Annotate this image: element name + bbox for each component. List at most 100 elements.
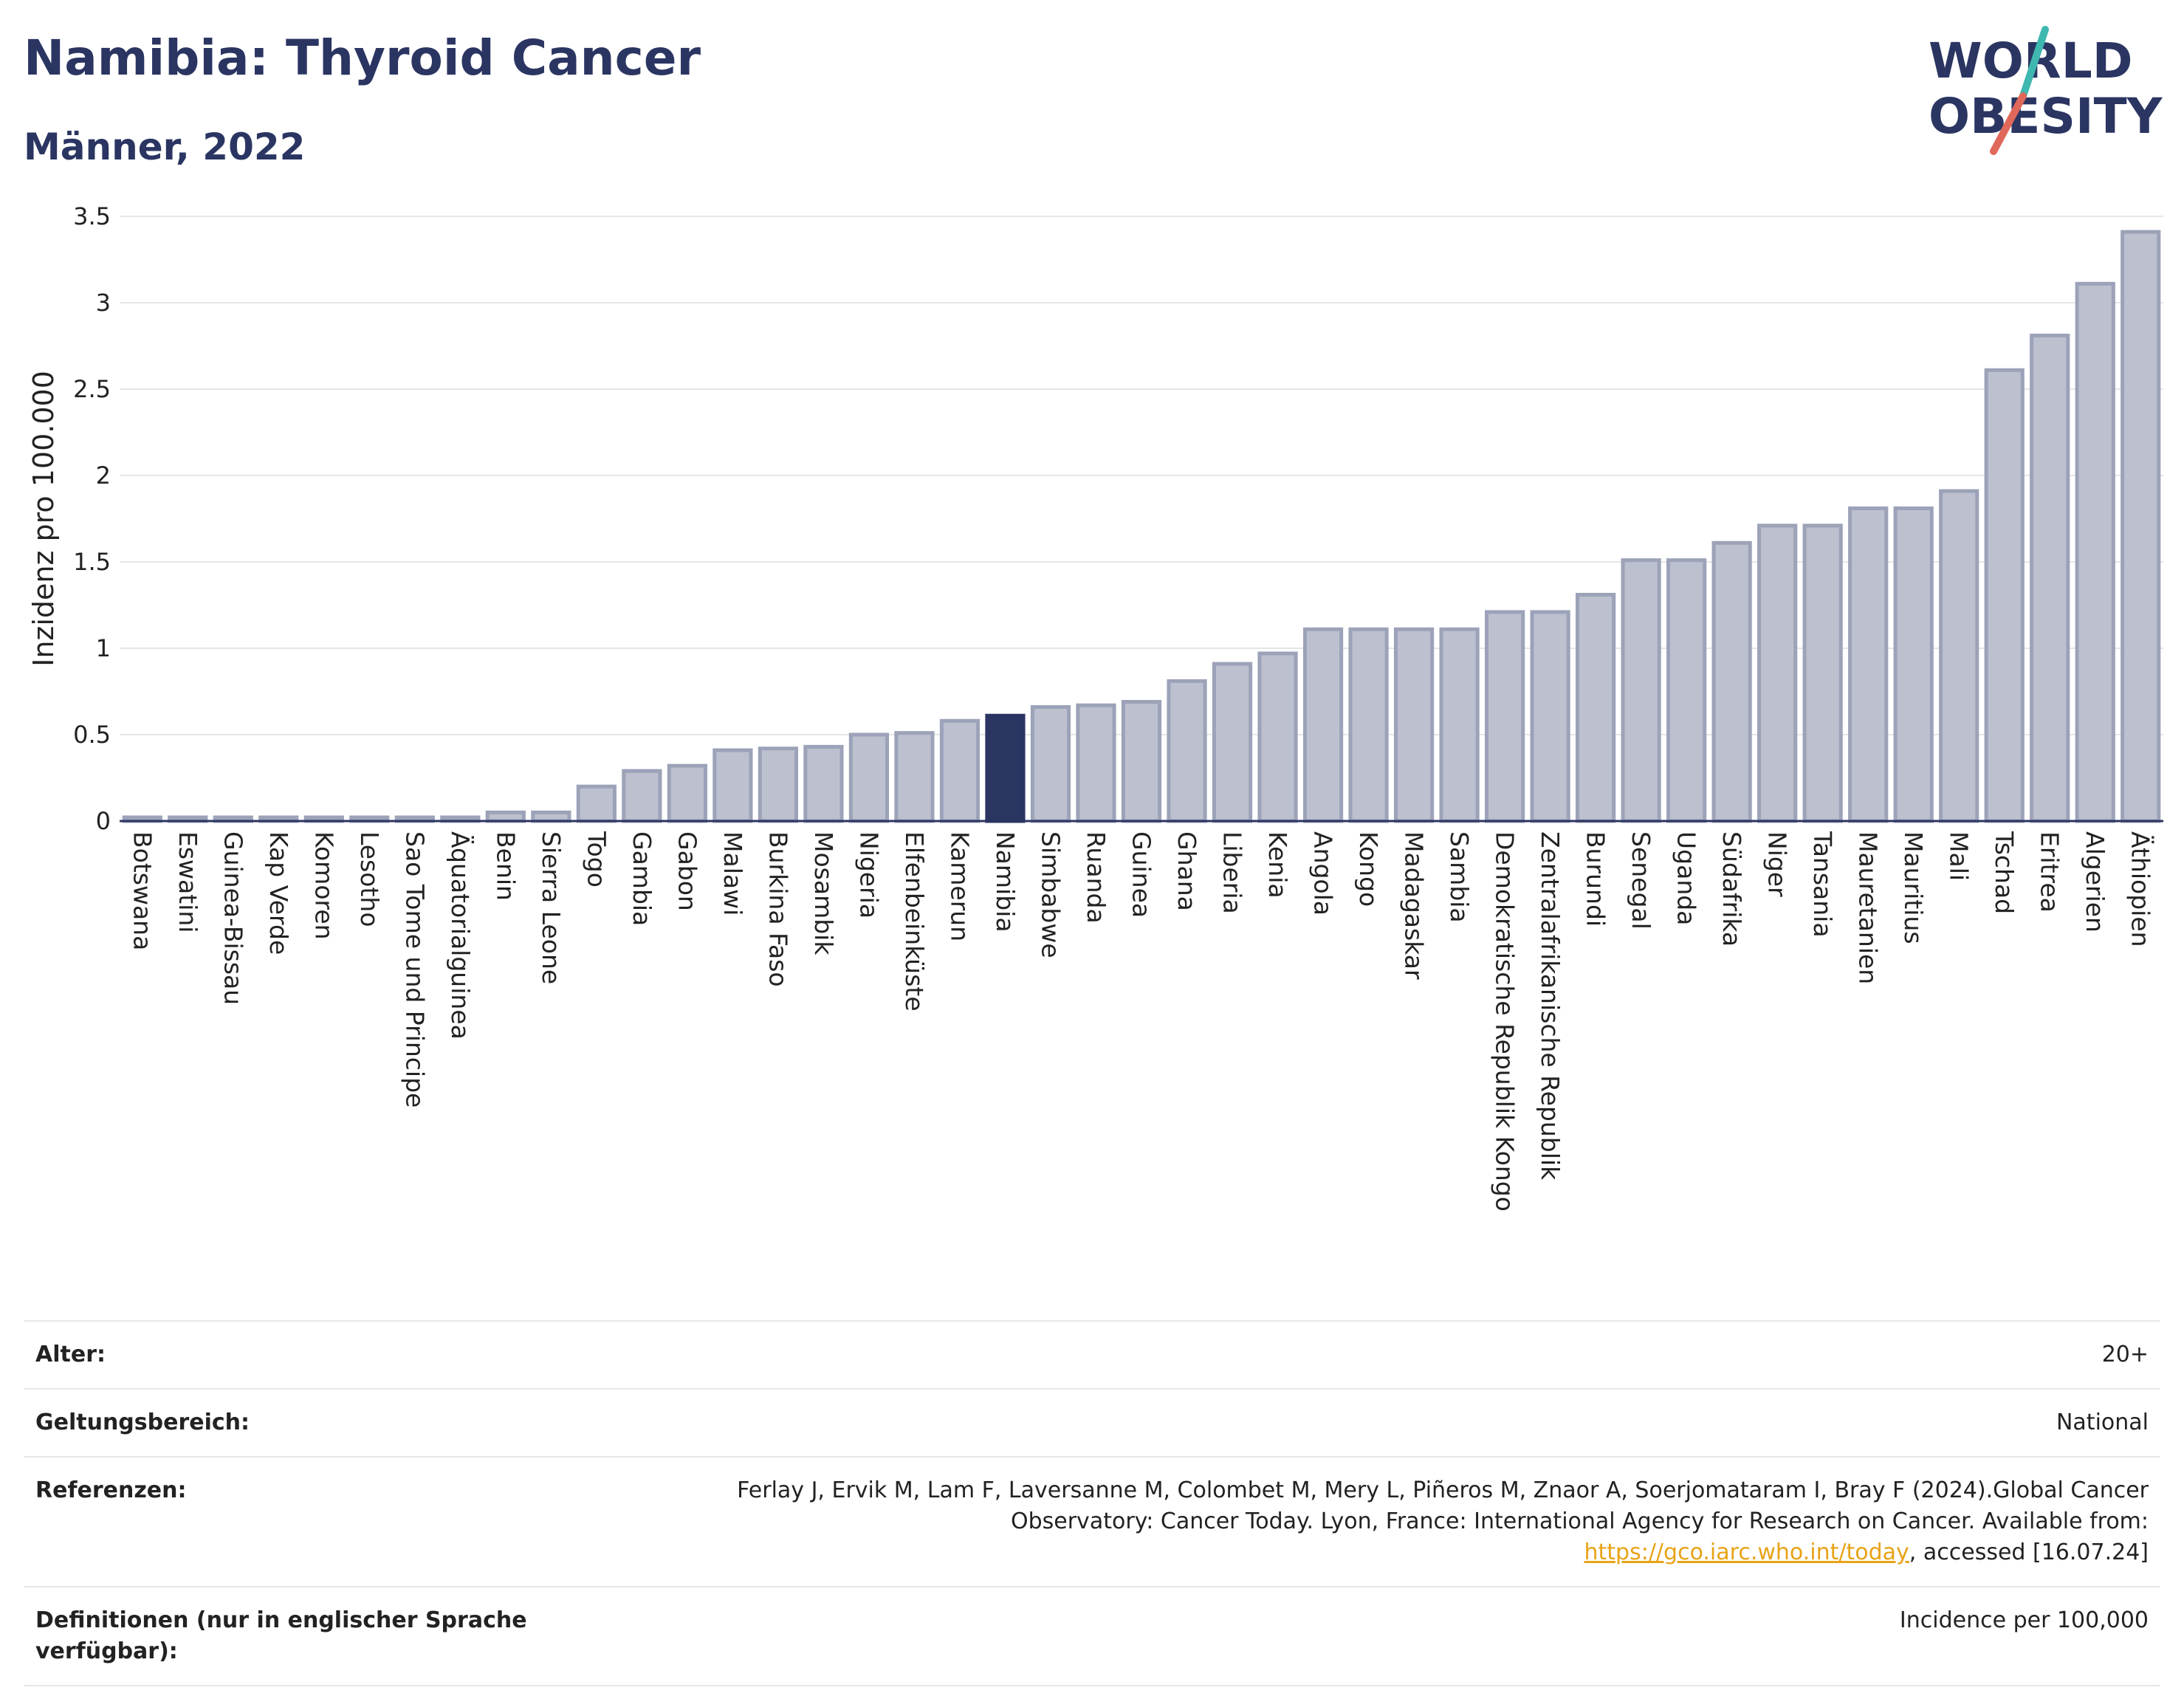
x-tick-label: Gambia (628, 831, 656, 926)
reference-text: Ferlay J, Ervik M, Lam F, Laversanne M, … (737, 1477, 2149, 1534)
x-tick-label: Simbabwe (1036, 831, 1065, 958)
x-tick-label: Mauretanien (1854, 831, 1883, 984)
bar (1439, 627, 1480, 823)
bar (803, 744, 844, 823)
meta-row-age: Alter: 20+ (24, 1320, 2160, 1388)
x-tick-label: Angola (1309, 831, 1338, 916)
world-obesity-logo: WORLD OBESITY (1929, 26, 2163, 155)
x-tick-label: Demokratische Republik Kongo (1491, 831, 1519, 1212)
x-tick-label: Guinea (1127, 831, 1156, 918)
x-tick-label: Sao Tome und Principe (400, 831, 429, 1108)
x-tick-label: Gabon (673, 831, 701, 911)
logo-slash-teal (2019, 26, 2049, 100)
x-tick-label: Burundi (1582, 831, 1610, 927)
x-tick-label: Eswatini (174, 831, 202, 933)
x-tick-label: Komoren (309, 831, 338, 940)
bar (1893, 506, 1934, 823)
metadata-table: Alter: 20+ Geltungsbereich: National Ref… (24, 1320, 2160, 1686)
x-tick-label: Südafrika (1717, 831, 1746, 947)
x-tick-label: Guinea-Bissau (219, 831, 247, 1005)
x-tick-label: Malawi (718, 831, 747, 916)
x-tick-label: Kongo (1354, 831, 1383, 907)
x-tick-label: Mali (1945, 831, 1974, 881)
x-tick-label: Algerien (2081, 831, 2109, 933)
x-tick-label: Zentralafrikanische Republik (1536, 831, 1565, 1181)
bar (894, 731, 935, 823)
meta-value: National (2056, 1410, 2149, 1435)
y-tick-label: 1 (96, 634, 111, 662)
bar (712, 748, 753, 823)
x-tick-label: Ghana (1172, 831, 1201, 911)
x-tick-label: Senegal (1627, 831, 1655, 930)
x-tick-label: Uganda (1672, 831, 1701, 925)
x-tick-label: Tschad (1990, 831, 2019, 914)
y-tick-label: 3 (96, 289, 111, 317)
meta-value: Ferlay J, Ervik M, Lam F, Laversanne M, … (672, 1475, 2149, 1568)
x-tick-label: Ruanda (1082, 831, 1110, 924)
y-tick-label: 1.5 (73, 548, 111, 576)
x-tick-label: Kamerun (945, 831, 974, 941)
x-tick-label: Sierra Leone (537, 831, 566, 984)
bar (1121, 700, 1162, 823)
chart-title: Namibia: Thyroid Cancer (24, 30, 701, 86)
meta-label: Definitionen (nur in englischer Sprache … (35, 1607, 527, 1664)
x-tick-label: Nigeria (854, 831, 883, 919)
bar (622, 769, 662, 823)
bar (1348, 627, 1389, 823)
bar (1666, 558, 1707, 823)
bar (576, 784, 617, 823)
bar (1984, 368, 2025, 823)
bar (1530, 610, 1570, 823)
x-tick-label: Botswana (128, 831, 157, 950)
reference-link[interactable]: https://gco.iarc.who.int/today (1584, 1539, 1909, 1565)
x-tick-label: Sambia (1445, 831, 1474, 923)
bar (667, 763, 707, 823)
x-tick-label: Kenia (1263, 831, 1292, 899)
x-tick-label: Tansania (1808, 831, 1837, 938)
meta-row-scope: Geltungsbereich: National (24, 1388, 2160, 1456)
bar (1302, 627, 1344, 823)
x-tick-label: Burkina Faso (763, 831, 792, 987)
logo-slash-red (1990, 92, 2027, 155)
bar (939, 718, 981, 823)
bar (1711, 540, 1752, 823)
meta-label: Geltungsbereich: (35, 1410, 250, 1435)
x-tick-label: Kap Verde (264, 831, 293, 955)
bar (985, 713, 1026, 823)
bar (1393, 627, 1435, 823)
logo-line2: OBESITY (1929, 88, 2163, 145)
x-tick-label: Lesotho (355, 831, 384, 927)
y-tick-label: 2.5 (73, 375, 111, 403)
x-tick-label: Togo (582, 831, 611, 888)
x-tick-label: Niger (1763, 831, 1792, 897)
bar (1212, 662, 1253, 823)
bar (1576, 592, 1616, 823)
bar (2121, 230, 2161, 823)
x-tick-label: Liberia (1218, 831, 1247, 914)
y-axis-label: Inzidenz pro 100.000 (27, 371, 60, 667)
chart-subtitle: Männer, 2022 (24, 126, 306, 168)
x-tick-label: Eritrea (2036, 831, 2064, 913)
meta-value: 20+ (2101, 1342, 2149, 1367)
meta-row-definitions: Definitionen (nur in englischer Sprache … (24, 1586, 2160, 1686)
x-tick-label: Äthiopien (2126, 831, 2155, 947)
meta-row-references: Referenzen: Ferlay J, Ervik M, Lam F, La… (24, 1456, 2160, 1586)
bar (1802, 523, 1843, 823)
y-tick-label: 0 (96, 807, 111, 835)
bar (1167, 679, 1207, 823)
x-tick-label: Benin (491, 831, 520, 901)
bar (1757, 523, 1798, 823)
meta-value: Incidence per 100,000 (1899, 1607, 2149, 1633)
bar (1076, 703, 1116, 823)
y-tick-label: 3.5 (73, 202, 111, 230)
x-tick-label: Mosambik (809, 831, 838, 955)
x-tick-label: Äquatorialguinea (446, 831, 475, 1040)
bar (1621, 558, 1661, 823)
bar (485, 810, 526, 823)
bar (1484, 610, 1525, 823)
x-tick-label: Namibia (991, 831, 1020, 933)
bar (1030, 705, 1071, 823)
bar-chart: 0 0.5 1 1.5 2 2.5 3 3.5 Inzidenz pro 100.000 Bots… (27, 202, 2163, 1212)
y-tick-label: 2 (96, 461, 111, 490)
bar (531, 810, 571, 823)
